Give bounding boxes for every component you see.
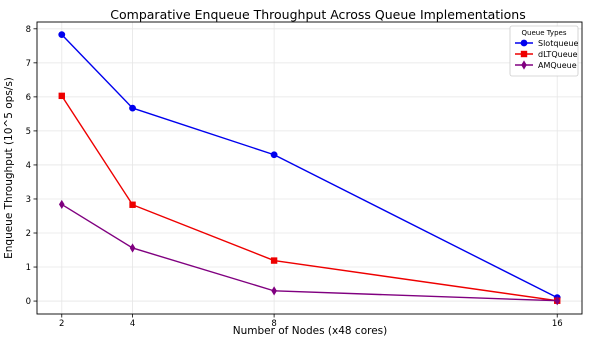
legend-item-dltqueue: dLTQueue <box>515 50 578 59</box>
x-tick-label: 16 <box>552 319 563 329</box>
x-axis-label: Number of Nodes (x48 cores) <box>233 325 388 337</box>
legend-label: AMQueue <box>538 61 577 70</box>
legend-title: Queue Types <box>522 29 567 37</box>
y-tick-label: 5 <box>26 127 31 137</box>
y-tick-label: 8 <box>26 25 31 35</box>
series-dltqueue <box>58 92 561 304</box>
data-point-amqueue <box>554 296 561 306</box>
data-point-dltqueue <box>129 201 136 208</box>
y-axis-label: Enqueue Throughput (10^5 ops/s) <box>3 77 15 259</box>
y-tick-label: 4 <box>26 161 31 171</box>
series-slotqueue <box>58 31 561 302</box>
y-tick-label: 6 <box>26 93 31 103</box>
data-point-dltqueue <box>58 92 65 100</box>
legend-label: dLTQueue <box>538 50 578 59</box>
data-point-slotqueue <box>270 151 278 159</box>
legend-marker <box>521 60 527 70</box>
legend: Queue Types Slotqueue dLTQueue AMQueue <box>509 25 579 77</box>
legend-label: Slotqueue <box>538 39 578 48</box>
data-point-amqueue <box>271 286 277 296</box>
series-line-dltqueue <box>61 95 558 302</box>
series-layer <box>58 31 561 306</box>
legend-item-slotqueue: Slotqueue <box>515 39 578 48</box>
y-tick-label: 1 <box>26 263 31 273</box>
series-amqueue <box>58 199 561 306</box>
data-point-amqueue <box>58 199 65 210</box>
x-tick-label: 4 <box>130 319 135 329</box>
axis-ticks: 0 1 2 3 4 5 6 7 8 2 4 8 16 <box>26 25 563 329</box>
legend-marker <box>520 39 528 47</box>
y-tick-label: 2 <box>26 229 31 239</box>
grid <box>37 22 582 314</box>
x-tick-label: 8 <box>271 319 276 329</box>
data-point-slotqueue <box>129 104 136 112</box>
legend-box <box>509 25 579 77</box>
x-tick-label: 2 <box>59 319 64 329</box>
legend-item-amqueue: AMQueue <box>515 60 577 70</box>
data-point-amqueue <box>129 243 136 253</box>
series-line-slotqueue <box>61 34 558 299</box>
y-tick-label: 7 <box>26 59 31 69</box>
y-tick-label: 3 <box>26 195 31 205</box>
data-point-slotqueue <box>58 31 66 38</box>
legend-marker <box>520 50 528 58</box>
chart-title: Comparative Enqueue Throughput Across Qu… <box>110 7 525 22</box>
data-point-dltqueue <box>270 257 278 264</box>
series-line-amqueue <box>61 203 558 302</box>
y-tick-label: 0 <box>26 297 31 307</box>
plot-frame <box>36 21 583 315</box>
